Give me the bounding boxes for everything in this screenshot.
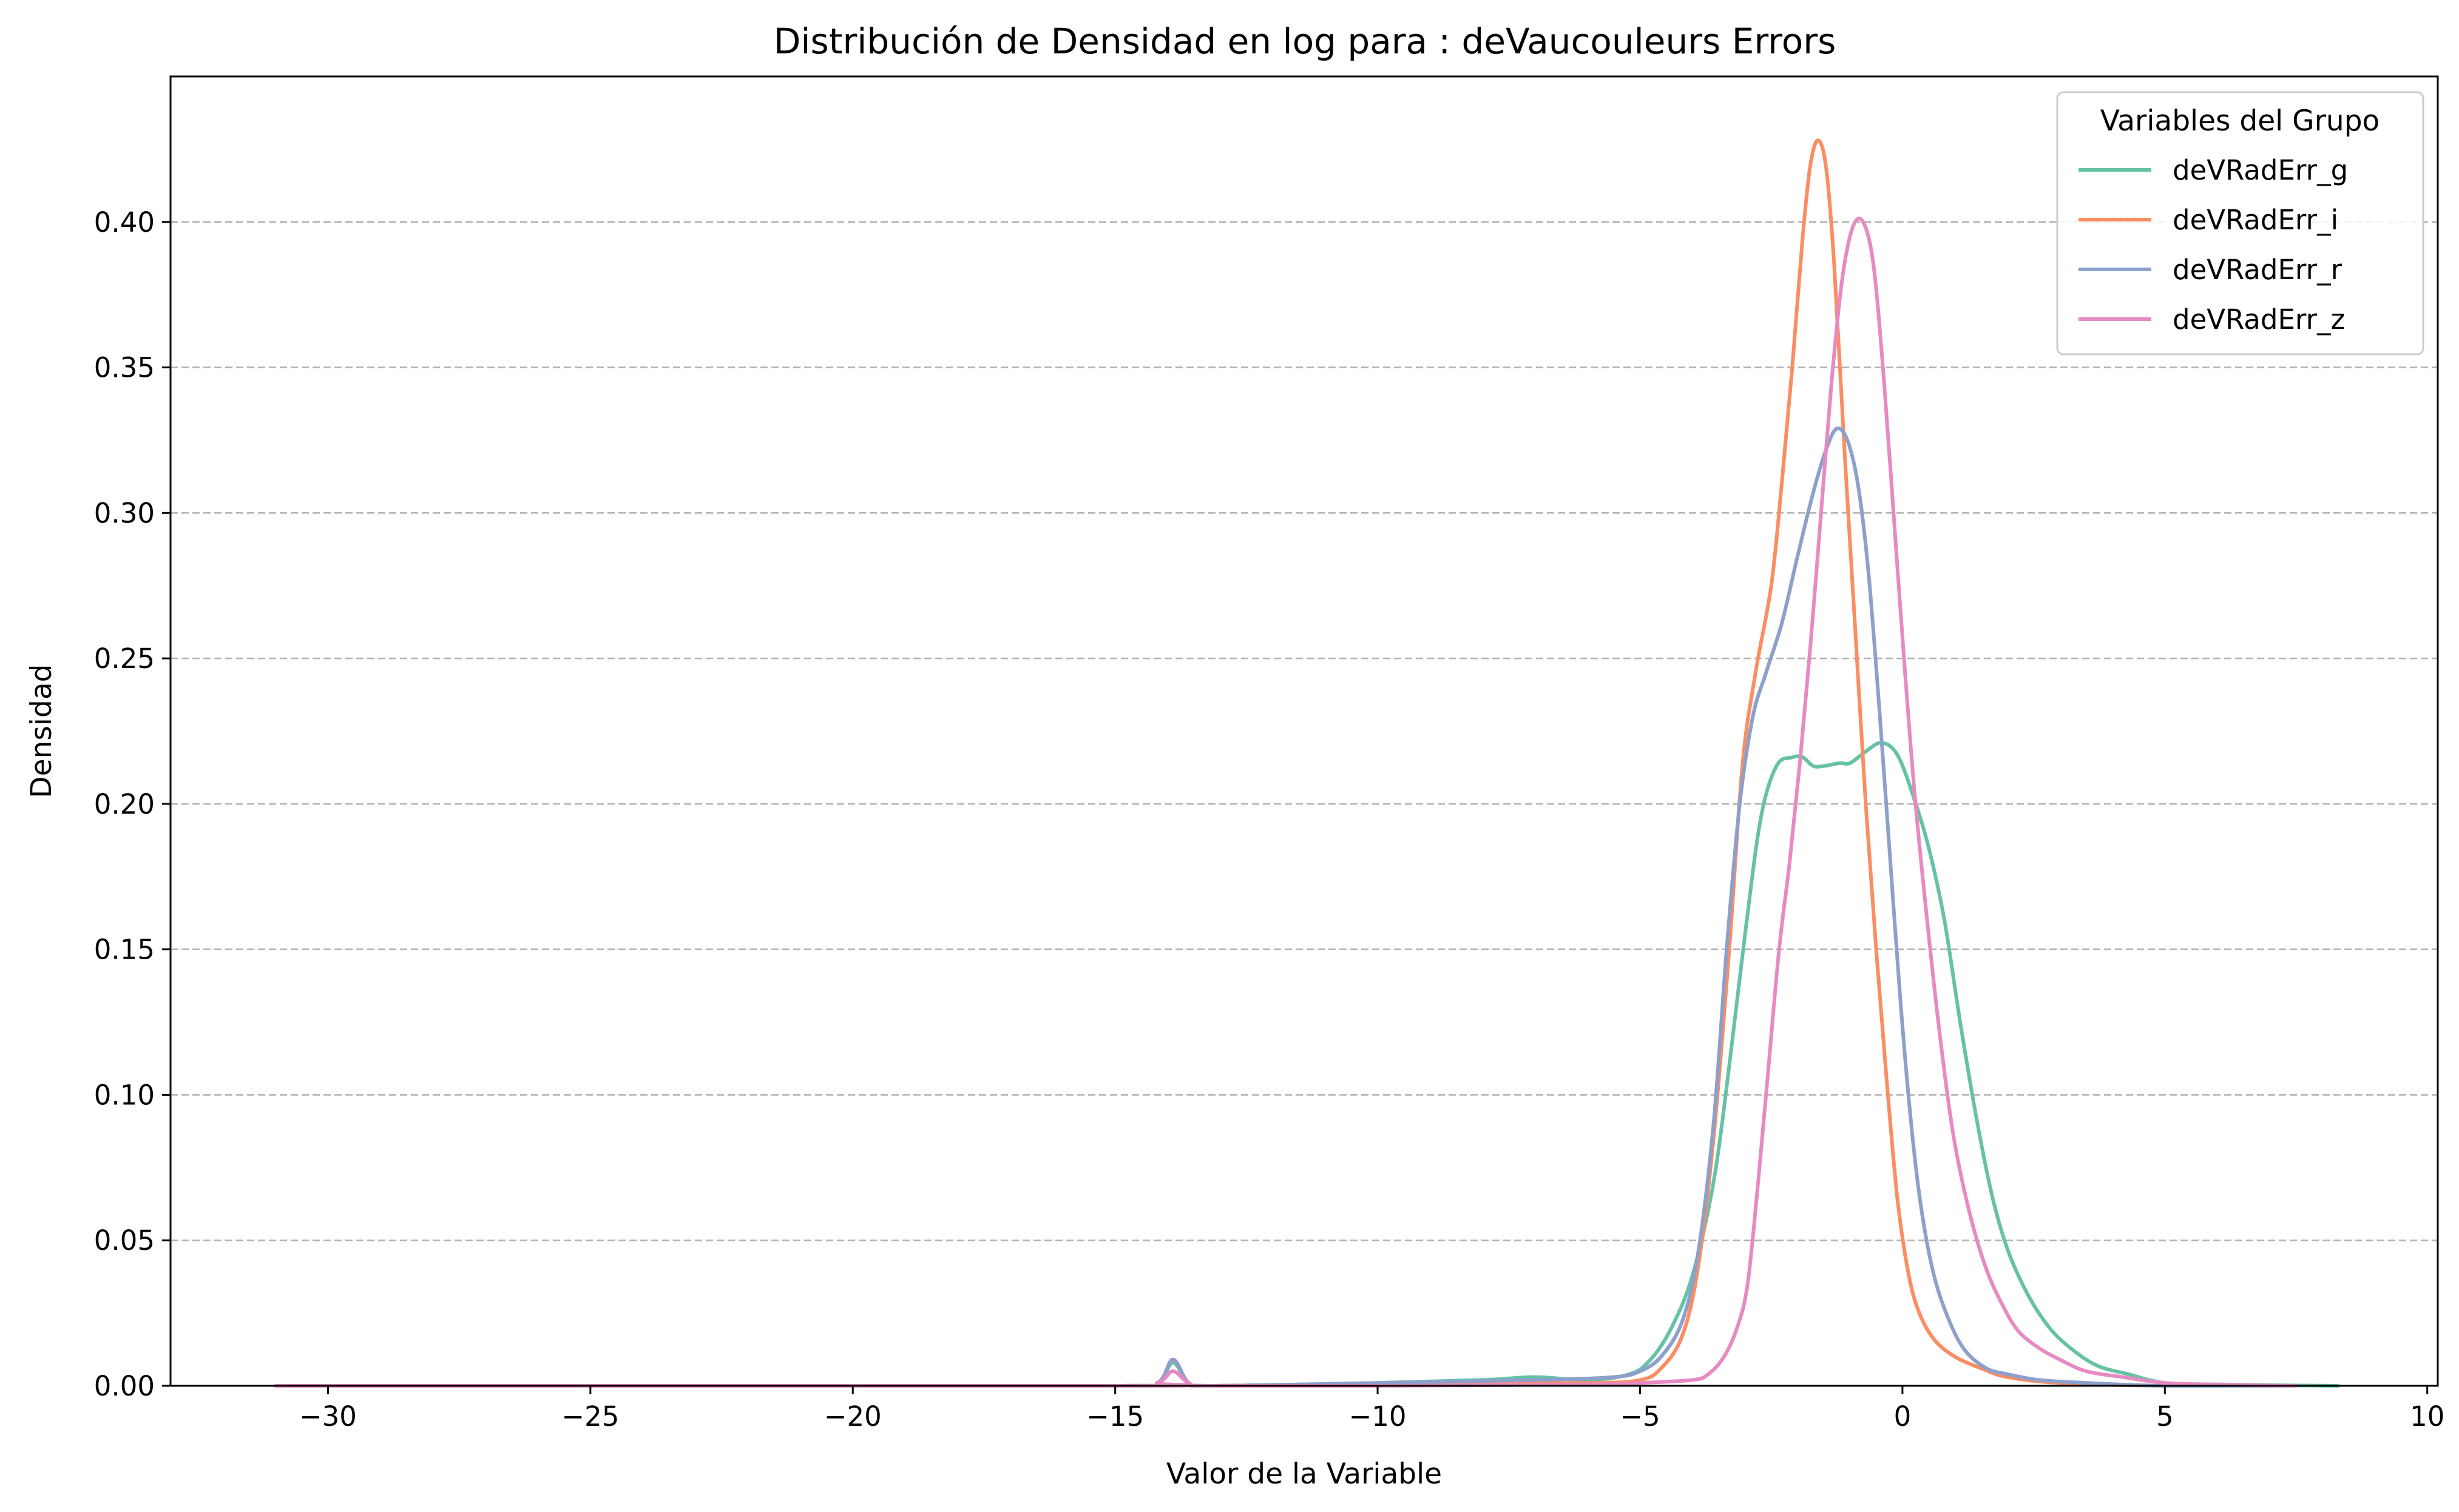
x-tick-label: −15 — [1086, 1400, 1144, 1433]
y-tick-label: 0.05 — [94, 1224, 155, 1257]
x-tick-label: −5 — [1620, 1400, 1660, 1433]
x-tick-label: −25 — [561, 1400, 619, 1433]
x-tick-label: −30 — [299, 1400, 357, 1433]
x-tick-label: 10 — [2410, 1400, 2444, 1433]
legend-title: Variables del Grupo — [2100, 104, 2380, 138]
y-tick-label: 0.25 — [94, 643, 155, 675]
x-tick-label: 5 — [2156, 1400, 2174, 1433]
legend-label: deVRadErr_r — [2173, 254, 2342, 286]
y-axis-ticks: 0.00 0.05 0.10 0.15 0.20 0.25 0.30 0.35 0.40 — [94, 206, 171, 1402]
y-tick-label: 0.10 — [94, 1079, 155, 1111]
y-tick-label: 0.00 — [94, 1370, 155, 1402]
legend-entries: deVRadErr_g deVRadErr_i deVRadErr_r deVRadE… — [2078, 154, 2348, 336]
y-axis-label: Densidad — [25, 664, 58, 798]
y-tick-label: 0.15 — [94, 934, 155, 966]
legend-label: deVRadErr_g — [2173, 154, 2348, 186]
x-axis-ticks: −30 −25 −20 −15 −10 −5 0 5 10 — [299, 1386, 2444, 1433]
grid-lines — [171, 221, 2438, 1241]
legend-box — [2056, 91, 2424, 356]
x-tick-label: 0 — [1894, 1400, 1912, 1433]
y-tick-label: 0.40 — [94, 206, 155, 238]
x-axis-label: Valor de la Variable — [1166, 1457, 1442, 1491]
legend: Variables del Grupo deVRadErr_gdeVRadErr… — [2056, 91, 2424, 356]
y-tick-label: 0.20 — [94, 788, 155, 820]
x-tick-label: −10 — [1349, 1400, 1407, 1433]
chart-title: Distribución de Densidad en log para : d… — [774, 21, 1836, 62]
x-tick-label: −20 — [824, 1400, 882, 1433]
legend-label: deVRadErr_i — [2173, 204, 2338, 236]
plot-frame — [169, 75, 2439, 1387]
y-tick-label: 0.30 — [94, 497, 155, 529]
legend-label: deVRadErr_z — [2173, 303, 2345, 336]
y-tick-label: 0.35 — [94, 352, 155, 384]
